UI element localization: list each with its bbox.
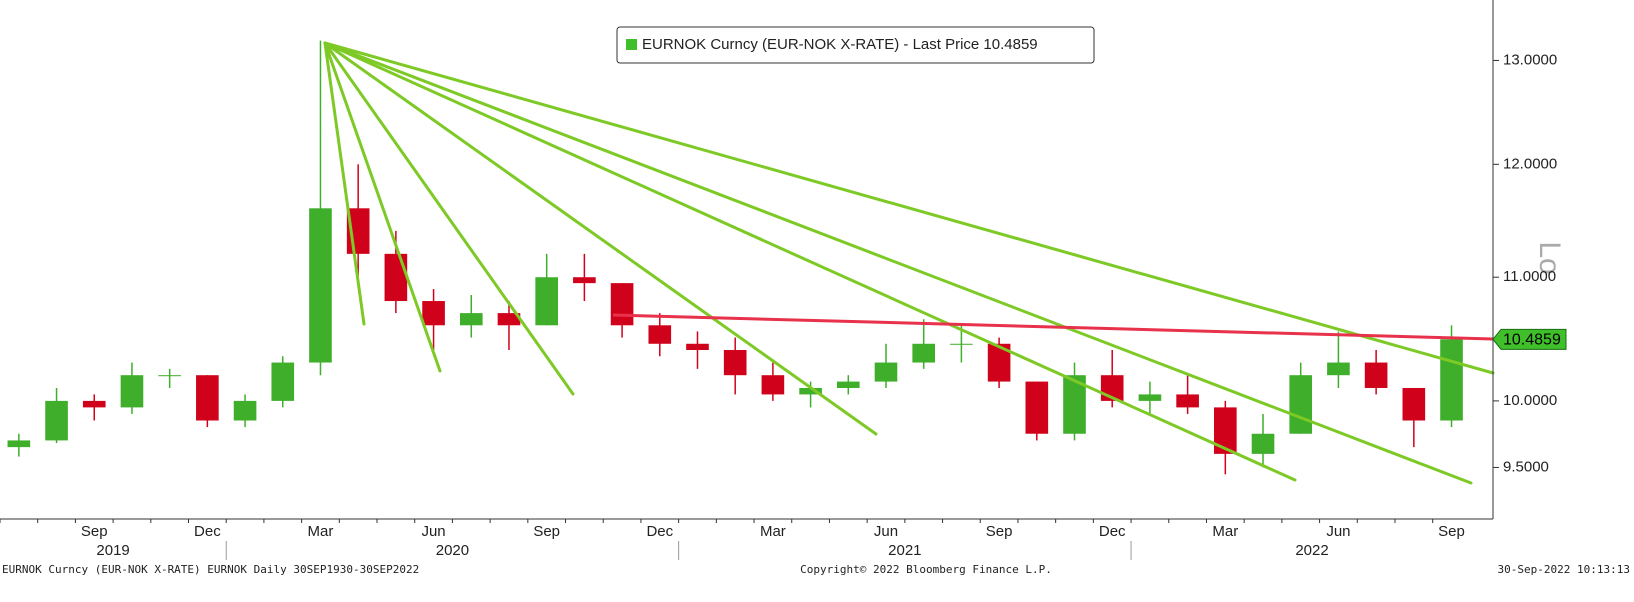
- x-tick-label: Mar: [1212, 523, 1238, 540]
- candle-body: [1025, 381, 1049, 434]
- x-tick-label: Jun: [1326, 523, 1350, 540]
- trendlines: [323, 41, 1495, 485]
- candle-body: [950, 343, 973, 345]
- candle-body: [1138, 394, 1162, 401]
- candle-body: [459, 313, 483, 326]
- candle-body: [1251, 433, 1275, 454]
- candle-body: [836, 381, 860, 388]
- candle-body: [573, 277, 596, 284]
- x-tick-label: Sep: [986, 523, 1013, 540]
- year-label: 2021: [888, 542, 921, 559]
- y-tick-label: 10.0000: [1503, 392, 1557, 409]
- candle-body: [158, 375, 181, 377]
- last-price-label: 10.4859: [1503, 332, 1561, 349]
- footer-center: Copyright© 2022 Bloomberg Finance L.P.: [800, 563, 1052, 576]
- y-tick-label: 9.5000: [1503, 458, 1549, 475]
- candle-body: [648, 325, 672, 344]
- x-tick-label: Dec: [194, 523, 221, 540]
- candle-body: [384, 253, 408, 302]
- year-label: 2020: [436, 542, 469, 559]
- legend-swatch: [626, 39, 637, 50]
- candle-body: [987, 343, 1011, 382]
- trendline: [323, 41, 878, 436]
- candle-body: [7, 440, 31, 448]
- candle-body: [723, 350, 747, 376]
- legend: EURNOK Curncy (EUR-NOK X-RATE) - Last Pr…: [616, 26, 1095, 64]
- x-tick-label: Sep: [533, 523, 560, 540]
- candle-body: [610, 283, 634, 326]
- candle-body: [686, 343, 709, 351]
- legend-box: [616, 26, 1095, 64]
- y-tick-label: 11.0000: [1503, 268, 1556, 285]
- candle-body: [233, 400, 257, 421]
- candle-body: [196, 375, 219, 421]
- legend-label: EURNOK Curncy (EUR-NOK X-RATE) - Last Pr…: [642, 36, 1038, 53]
- trendline: [323, 41, 1297, 482]
- last-price-tag: [1492, 328, 1567, 350]
- resistance-line: [612, 313, 1494, 341]
- year-label: 2019: [96, 542, 129, 559]
- candle-body: [874, 362, 898, 382]
- trendline: [323, 41, 442, 373]
- trendline: [323, 41, 1473, 485]
- x-tick-label: Jun: [421, 523, 445, 540]
- candle-body: [799, 387, 822, 395]
- candle-body: [912, 343, 936, 363]
- year-label: 2022: [1295, 542, 1328, 559]
- y-tick-label: 13.0000: [1503, 51, 1557, 68]
- trendline: [323, 41, 575, 396]
- candle-body: [761, 375, 785, 395]
- candle-body: [271, 362, 295, 401]
- axis-label: Lo: [1533, 241, 1566, 274]
- y-tick-label: 12.0000: [1503, 155, 1557, 172]
- candle-body: [82, 400, 106, 408]
- candle-body: [497, 313, 521, 326]
- candle-body: [309, 208, 332, 363]
- candle-body: [1327, 362, 1350, 376]
- x-tick-label: Jun: [874, 523, 898, 540]
- trendline: [323, 41, 366, 326]
- candle-body: [1214, 407, 1237, 454]
- candle-body: [422, 301, 445, 326]
- candle-body: [1063, 375, 1086, 434]
- candle-body: [1364, 362, 1388, 388]
- x-tick-label: Sep: [81, 523, 108, 540]
- candles: [7, 40, 1463, 475]
- candle-body: [1289, 375, 1313, 434]
- candle-body: [1402, 387, 1426, 421]
- x-tick-label: Dec: [646, 523, 673, 540]
- footer-left: EURNOK Curncy (EUR-NOK X-RATE) EURNOK Da…: [2, 563, 419, 576]
- candle-body: [1176, 394, 1199, 408]
- x-tick-label: Mar: [308, 523, 334, 540]
- x-tick-label: Dec: [1099, 523, 1126, 540]
- x-tick-label: Mar: [760, 523, 786, 540]
- candle-body: [535, 277, 558, 326]
- candle-body: [120, 375, 144, 408]
- candle-body: [1440, 339, 1463, 421]
- candle-body: [45, 400, 68, 441]
- trendline: [323, 41, 1495, 375]
- x-tick-label: Sep: [1438, 523, 1465, 540]
- footer-right: 30-Sep-2022 10:13:13: [1498, 563, 1630, 576]
